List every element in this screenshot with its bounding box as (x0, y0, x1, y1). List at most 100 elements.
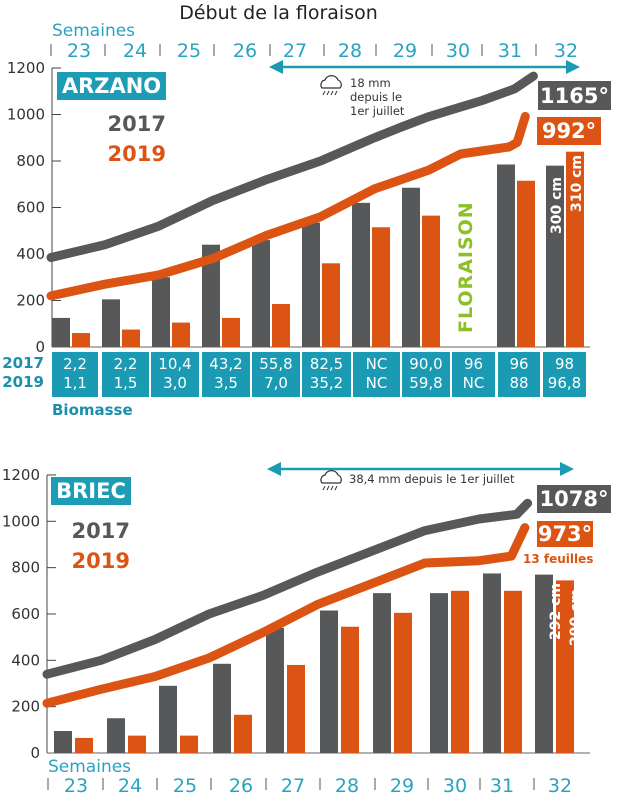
biomass-value-2019: 35,2 (309, 374, 344, 392)
rain-line: 18 mm (350, 76, 391, 90)
y-tick-label: 800 (11, 559, 40, 577)
week-label: 32 (548, 775, 572, 797)
week-label: 24 (118, 775, 142, 797)
rain-drop-icon (322, 90, 326, 96)
bar-2017 (373, 593, 391, 753)
bar-2019 (234, 714, 252, 753)
biomass-value-2017: 2,2 (113, 355, 138, 373)
week-label: 29 (390, 775, 414, 797)
y-tick-label: 400 (11, 651, 40, 669)
rain-drop-icon (326, 485, 330, 491)
arrow-left-icon (267, 462, 281, 476)
week-label: 28 (335, 775, 359, 797)
bar-2019 (372, 227, 390, 347)
week-label: 23 (67, 40, 91, 62)
bar-2017 (52, 317, 70, 347)
bar-2017 (497, 164, 515, 347)
bar-2019 (341, 626, 359, 753)
rain-note: 18 mm depuis le 1er juillet (350, 76, 404, 118)
biomass-value-2019: 1,1 (63, 374, 87, 392)
rain-drop-icon (334, 90, 338, 96)
biomass-value-2017: 2,2 (63, 355, 87, 373)
end-value-2019: 973° (537, 521, 593, 547)
bar-2017 (320, 610, 338, 753)
y-tick-label: 1200 (7, 59, 45, 77)
bar-label-2019: 290 cm (568, 589, 584, 646)
biomass-value-2019: 7,0 (264, 374, 288, 392)
biomass-label: Biomasse (52, 401, 133, 419)
y-tick-label: 600 (11, 605, 40, 623)
legend-2019: 2019 (107, 142, 166, 166)
biomass-value-2019: NC (365, 374, 388, 392)
line-2019 (46, 111, 530, 301)
bar-2019 (556, 580, 574, 753)
week-label: 26 (233, 40, 257, 62)
y-tick-label: 800 (16, 152, 45, 170)
y-tick-label: 400 (16, 245, 45, 263)
site-label-briec: BRIEC (51, 477, 131, 505)
weeks-axis-label-top: Semaines (52, 21, 136, 41)
y-tick-label: 0 (35, 338, 45, 356)
biomass-value-2019: 1,5 (113, 374, 138, 392)
bar-2017 (252, 240, 270, 347)
biomass-cell: 55,8 7,0 (252, 352, 300, 397)
chart-arzano: 0 200 400 600 800 1000 1200 23 24 25 26 27 28 29 30 31 3… (7, 40, 590, 356)
week-label: 30 (443, 775, 467, 797)
rain-drop-icon (330, 90, 334, 96)
week-label: 30 (446, 40, 470, 62)
rain-drop-icon (334, 485, 338, 491)
biomass-cell: 96 NC (452, 352, 495, 397)
bar-2017 (102, 299, 120, 347)
week-label: 27 (281, 775, 305, 797)
biomass-value-2017: 43,2 (209, 355, 243, 373)
biomass-value-2019: 88 (509, 374, 529, 392)
week-label: 31 (498, 40, 522, 62)
legend-2017: 2017 (71, 519, 130, 543)
bar-2017 (483, 573, 501, 753)
bar-2019 (122, 329, 140, 347)
end-value-2017: 1078° (537, 485, 611, 513)
bar-2019 (128, 735, 146, 753)
bar-2019 (222, 317, 240, 347)
biomass-cell: 43,2 3,5 (202, 352, 250, 397)
bar-2019 (287, 664, 305, 753)
biomass-cell: 96 88 (498, 352, 540, 397)
biomass-value-2017: 96 (509, 355, 529, 373)
biomass-cell: 82,5 35,2 (302, 352, 351, 397)
line-2017 (46, 71, 538, 262)
arrow-right-icon (560, 462, 574, 476)
end-value-2019: 992° (537, 117, 601, 145)
chart-briec: 0 200 400 600 800 1000 1200 23 24 25 26 27 28 29 30 31 3… (2, 462, 590, 797)
bar-2017 (266, 627, 284, 753)
bar-2017 (54, 730, 72, 753)
y-tick-label: 1200 (2, 466, 40, 484)
rain-cloud-icon (320, 75, 342, 89)
rain-cloud-icon (320, 470, 342, 484)
rain-note: 38,4 mm depuis le 1er juillet (349, 472, 515, 486)
arrow-left-icon (269, 60, 283, 74)
bar-label-2017: 300 cm (549, 177, 565, 234)
bar-2017 (107, 718, 125, 753)
bar-2017 (159, 685, 177, 753)
week-label: 25 (173, 775, 197, 797)
biomass-row-label-2019: 2019 (2, 373, 44, 391)
floraison-label: FLORAISON (455, 201, 477, 333)
line-2017 (42, 498, 533, 679)
week-label: 26 (229, 775, 253, 797)
bar-2019 (172, 322, 190, 347)
week-label: 25 (177, 40, 201, 62)
week-label: 24 (123, 40, 147, 62)
week-label: 27 (283, 40, 307, 62)
bar-2019 (451, 590, 469, 753)
biomass-value-2017: 82,5 (309, 355, 344, 373)
biomass-value-2017: 55,8 (259, 355, 293, 373)
bar-2017 (213, 663, 231, 753)
y-tick-label: 0 (30, 744, 40, 762)
bar-2017 (402, 187, 420, 347)
legend-2017: 2017 (107, 112, 166, 136)
end-value-2017: 1165° (538, 81, 611, 110)
line-2019 (42, 523, 530, 708)
y-tick-label: 1000 (7, 106, 45, 124)
biomass-value-2019: 59,8 (409, 374, 443, 392)
